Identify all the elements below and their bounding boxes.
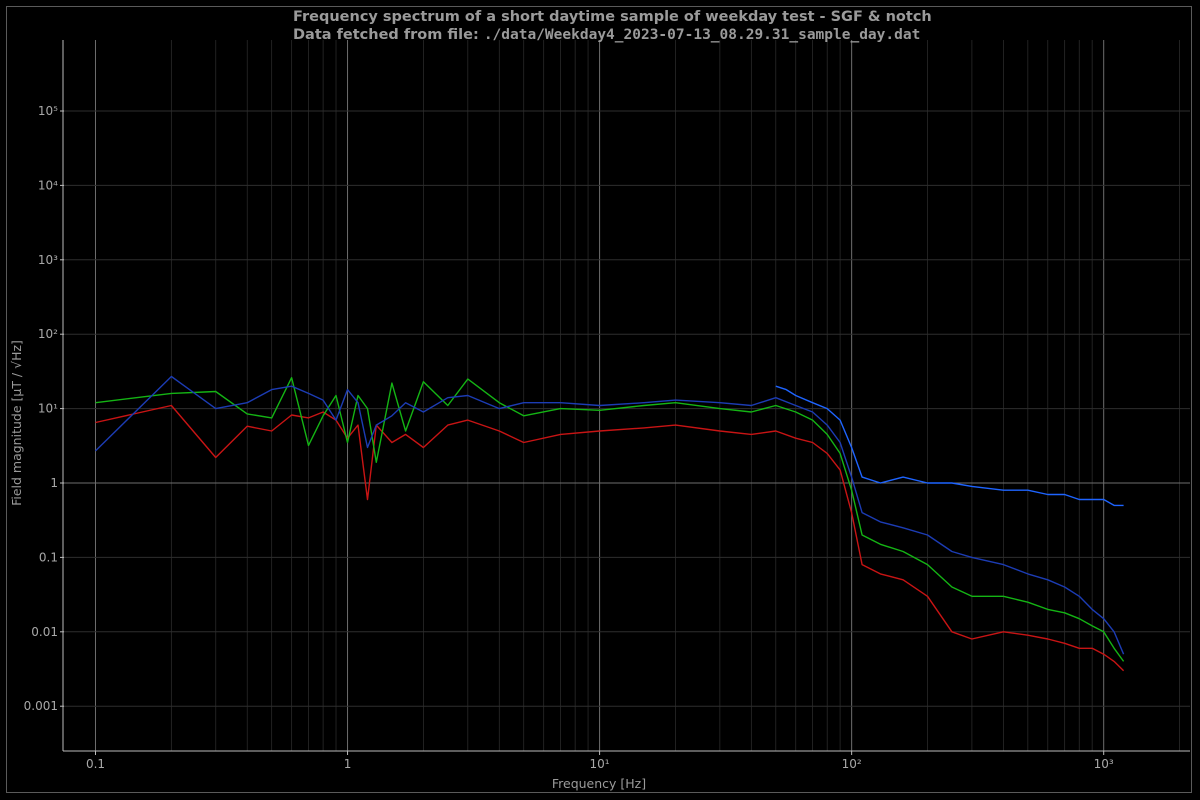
series-line-4 (775, 385, 1124, 507)
x-tick-label: 1 (344, 757, 352, 771)
y-tick-label: 0.001 (24, 699, 58, 713)
y-tick-label: 10¹ (38, 402, 58, 416)
x-ticks: 0.1 1 10¹ 10² 10³ (86, 751, 1114, 771)
x-tick-label: 0.1 (86, 757, 105, 771)
y-tick-label: 10⁵ (38, 104, 58, 118)
series-line-1 (95, 404, 1125, 672)
chart-title-line2: Data fetched from file: ./data/Weekday4_… (293, 27, 920, 43)
x-axis-label: Frequency [Hz] (552, 776, 646, 791)
title-line2-path: ./data/Weekday4_2023-07-13_08.29.31_samp… (484, 27, 921, 43)
y-axis-label: Field magnitude [µT / √Hz] (9, 340, 24, 506)
x-tick-label: 10¹ (590, 757, 610, 771)
y-tick-label: 0.01 (31, 625, 58, 639)
series-line-2 (95, 377, 1125, 662)
title-line2-prefix: Data fetched from file: (293, 27, 484, 43)
y-ticks: 0.001 0.01 0.1 1 10¹ 10² 10³ 10⁴ 10⁵ (24, 104, 64, 713)
y-tick-label: 10⁴ (38, 178, 58, 192)
series-line-3 (95, 375, 1125, 655)
y-tick-label: 0.1 (39, 550, 58, 564)
x-tick-label: 10³ (1094, 757, 1114, 771)
y-tick-label: 10³ (38, 253, 58, 267)
y-tick-label: 10² (38, 327, 58, 341)
x-tick-label: 10² (842, 757, 862, 771)
figure-frame (6, 6, 1192, 793)
chart-title-line1: Frequency spectrum of a short daytime sa… (293, 9, 932, 25)
y-tick-label: 1 (50, 476, 58, 490)
grid (64, 40, 1190, 751)
series-group (95, 375, 1125, 672)
